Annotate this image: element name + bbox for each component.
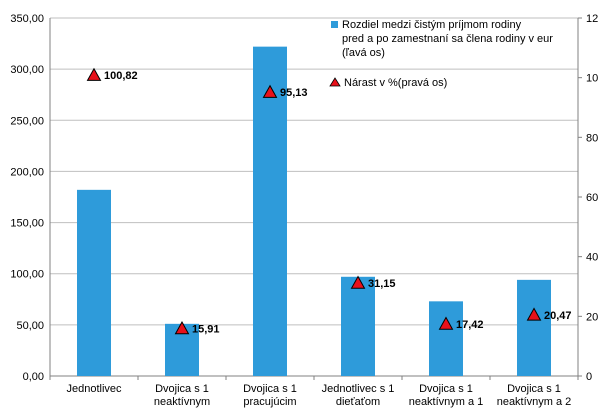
legend-swatch-bars [331,21,338,28]
x-category-label: pracujúcim [243,396,296,408]
legend-label: pred a po zamestnaní sa člena rodiny v e… [342,33,553,45]
bar [429,301,463,376]
legend-label: Rozdiel medzi čistým príjmom rodiny [342,19,522,31]
legend-label: (ľavá os) [342,47,385,59]
marker-triangle [350,275,366,289]
x-category-label: neaktívnym a 1 [409,396,484,408]
data-label: 15,91 [192,324,220,336]
x-category-label: Dvojica s 1 [507,383,561,395]
y-left-tick-label: 250,00 [10,115,44,127]
y-right-tick-label: 60 [586,192,598,204]
bar [341,276,375,376]
marker-triangle [438,316,454,330]
y-right-tick-label: 20 [586,311,598,323]
x-category-label: neaktívnym a 2 [497,396,572,408]
y-left-tick-label: 350,00 [10,13,44,25]
y-left-tick-label: 300,00 [10,64,44,76]
x-category-label: Dvojica s 1 [419,383,473,395]
legend-label: Nárast v %(pravá os) [344,77,447,89]
marker-triangle [174,321,190,335]
x-category-label: neaktívnym [154,396,210,408]
data-label: 17,42 [456,319,484,331]
data-label: 95,13 [280,87,308,99]
y-left-tick-label: 50,00 [16,320,44,332]
y-right-tick-label: 0 [586,371,592,383]
x-category-label: Dvojica s 1 [243,383,297,395]
bar [77,189,111,376]
bar [517,279,551,376]
marker-triangle [262,84,278,98]
marker-triangle [526,307,542,321]
x-category-label: dieťaťom [336,396,380,408]
bar [253,46,287,376]
x-category-label: Jednotlivec s 1 [322,383,395,395]
x-category-label: Dvojica s 1 [155,383,209,395]
x-category-label: Jednotlivec [66,383,122,395]
y-right-tick-label: 40 [586,252,598,264]
y-left-tick-label: 200,00 [10,166,44,178]
marker-triangle [86,67,102,81]
y-left-tick-label: 100,00 [10,269,44,281]
y-right-tick-label: 120 [586,13,598,25]
y-left-tick-label: 0,00 [23,371,44,383]
data-label: 100,82 [104,70,138,82]
y-right-tick-label: 80 [586,132,598,144]
data-label: 20,47 [544,310,572,322]
y-right-tick-label: 100 [586,73,598,85]
y-left-tick-label: 150,00 [10,218,44,230]
data-label: 31,15 [368,278,396,290]
legend-swatch-marker [329,77,341,87]
